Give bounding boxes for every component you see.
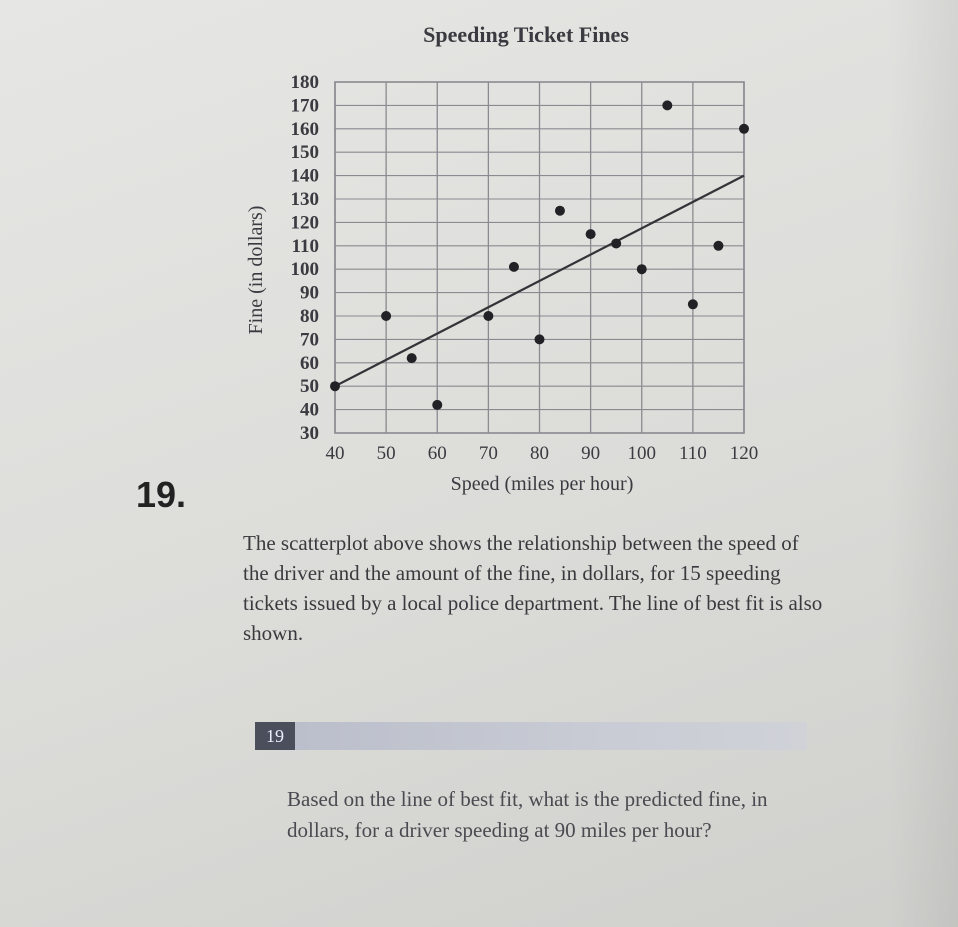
best-fit-line bbox=[334, 174, 745, 388]
chart-tick-labels: 40 50 60 70 80 90 100 110 1203040506070809010011… bbox=[291, 72, 759, 464]
y-tick-label: 100 bbox=[291, 259, 320, 280]
data-point bbox=[330, 381, 340, 392]
data-point bbox=[687, 299, 698, 310]
chart-gridlines bbox=[334, 81, 745, 434]
y-tick-label: 110 bbox=[292, 236, 319, 257]
x-axis-label: Speed (miles per hour) bbox=[451, 473, 634, 495]
data-point bbox=[508, 261, 519, 272]
data-point bbox=[554, 205, 565, 216]
y-tick-label: 120 bbox=[291, 212, 320, 233]
y-tick-label: 180 bbox=[291, 72, 320, 93]
data-point bbox=[739, 123, 749, 134]
x-tick-label: 50 bbox=[377, 443, 396, 464]
y-tick-label: 140 bbox=[291, 166, 320, 187]
y-tick-label: 130 bbox=[291, 189, 320, 210]
y-tick-label: 50 bbox=[300, 376, 319, 397]
x-tick-label: 70 bbox=[479, 443, 498, 464]
question-text: Based on the line of best fit, what is t… bbox=[287, 787, 768, 842]
page-shadow bbox=[888, 0, 958, 927]
data-point bbox=[381, 311, 392, 321]
x-tick-label: 60 bbox=[428, 443, 447, 464]
x-tick-label: 100 bbox=[628, 443, 657, 464]
question-number: 19. bbox=[136, 474, 187, 515]
data-point bbox=[406, 353, 417, 364]
y-tick-label: 150 bbox=[291, 142, 320, 163]
chart-title: Speeding Ticket Fines bbox=[423, 22, 629, 47]
y-tick-label: 170 bbox=[291, 95, 320, 116]
data-point bbox=[534, 334, 545, 345]
data-points bbox=[330, 100, 749, 410]
x-tick-label: 90 bbox=[581, 443, 600, 464]
best-fit-segment bbox=[334, 174, 745, 388]
data-point bbox=[483, 311, 494, 321]
x-tick-label: 110 bbox=[679, 443, 707, 464]
y-tick-label: 40 bbox=[300, 400, 319, 421]
data-point bbox=[713, 240, 724, 251]
scatterplot-chart: Speeding Ticket Fines 40 50 60 70 80 90 100 110… bbox=[245, 22, 759, 495]
y-tick-label: 80 bbox=[300, 306, 319, 327]
y-tick-label: 70 bbox=[300, 329, 319, 350]
x-tick-label: 40 bbox=[326, 443, 345, 464]
x-tick-label: 80 bbox=[530, 443, 549, 464]
data-point bbox=[662, 100, 673, 111]
y-tick-label: 30 bbox=[300, 423, 319, 444]
data-point bbox=[585, 229, 596, 240]
problem-number-badge: 19 bbox=[255, 722, 295, 750]
y-axis-label: Fine (in dollars) bbox=[245, 206, 267, 335]
data-point bbox=[611, 238, 622, 249]
data-point bbox=[636, 264, 647, 275]
data-point bbox=[432, 399, 443, 410]
problem-description: The scatterplot above shows the relation… bbox=[243, 531, 823, 645]
problem-header-bar bbox=[255, 722, 807, 750]
y-tick-label: 90 bbox=[300, 283, 319, 304]
x-tick-label: 120 bbox=[730, 443, 759, 464]
y-tick-label: 60 bbox=[300, 353, 319, 374]
y-tick-label: 160 bbox=[291, 119, 320, 140]
